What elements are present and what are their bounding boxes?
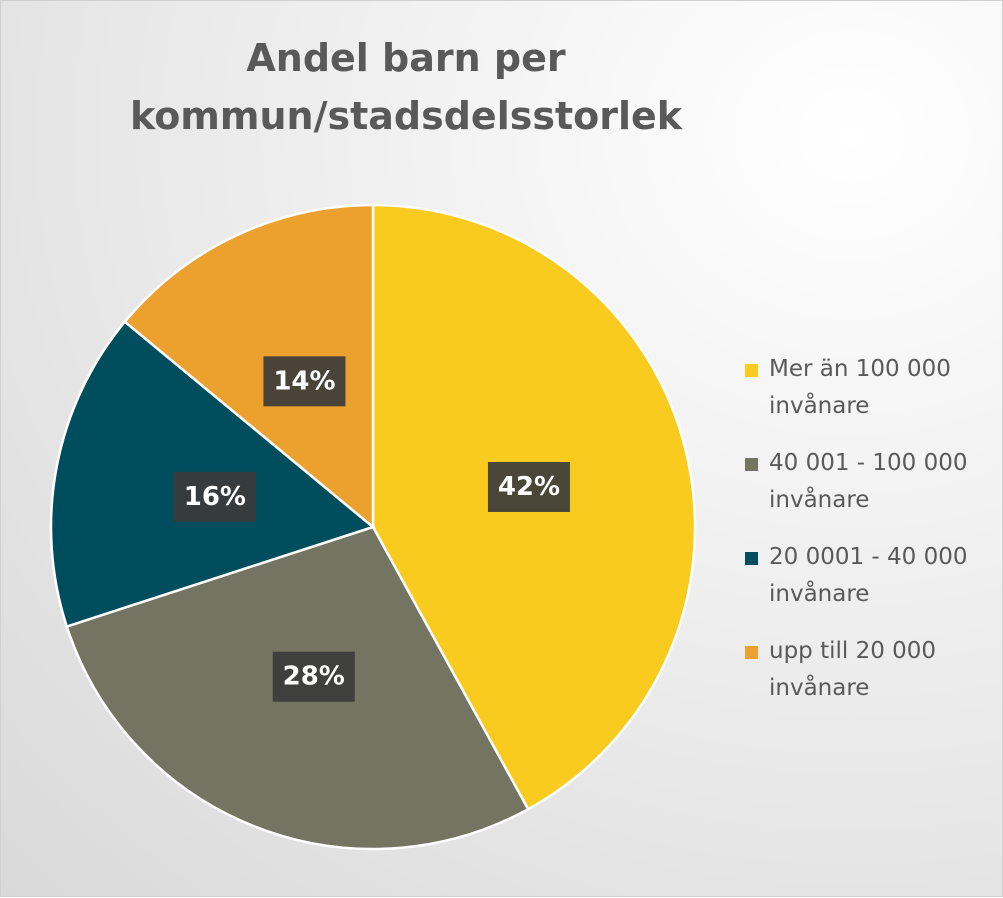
label-box — [263, 356, 346, 407]
data-label: 16% — [184, 482, 246, 512]
legend-item: 40 001 - 100 000 invånare — [739, 445, 984, 519]
legend-label: 40 001 - 100 000 invånare — [769, 450, 968, 513]
data-label: 14% — [273, 366, 335, 396]
legend: Mer än 100 000 invånare 40 001 - 100 000 … — [739, 351, 989, 727]
legend-swatch — [745, 458, 758, 471]
label-box — [173, 471, 256, 522]
legend-swatch — [745, 646, 758, 659]
label-box — [272, 651, 355, 702]
label-box — [487, 461, 570, 512]
legend-item: upp till 20 000 invånare — [739, 633, 984, 707]
legend-label: Mer än 100 000 invånare — [769, 356, 951, 419]
legend-label: upp till 20 000 invånare — [769, 638, 937, 701]
legend-item: Mer än 100 000 invånare — [739, 351, 984, 425]
legend-label: 20 0001 - 40 000 invånare — [769, 544, 968, 607]
pie-slice — [123, 203, 375, 530]
legend-item: 20 0001 - 40 000 invånare — [739, 539, 984, 613]
legend-swatch — [745, 364, 758, 377]
chart-title: Andel barn per kommun/stadsdelsstorlek — [129, 36, 683, 138]
data-label: 28% — [283, 662, 345, 692]
legend-swatch — [745, 552, 758, 565]
data-label: 42% — [498, 472, 560, 502]
